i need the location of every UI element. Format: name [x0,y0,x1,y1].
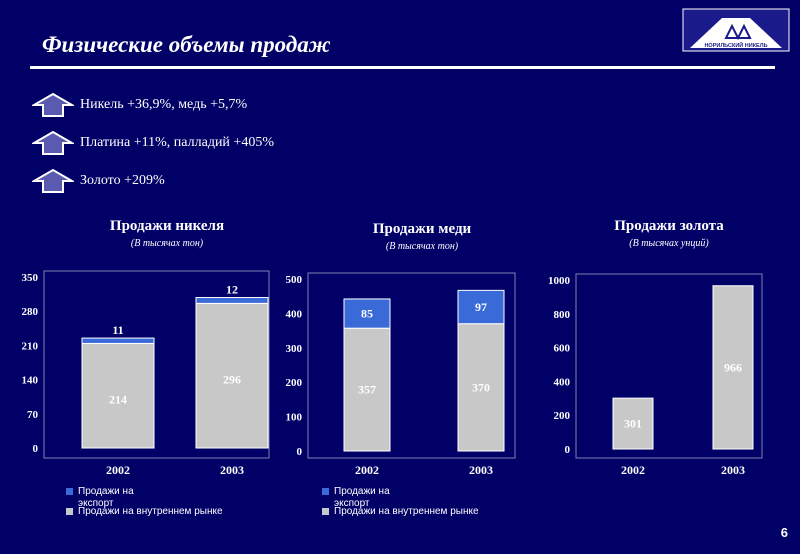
gold-y-tick-label: 200 [554,410,571,422]
gold-y-tick-label: 800 [554,309,571,321]
legend-item-domestic: Продажи на внутреннем рынке [66,506,266,518]
copper-chart-title: Продажи меди [372,221,472,237]
nickel-y-tick-label: 280 [22,306,39,318]
gold-y-tick-label: 600 [554,343,571,355]
nickel-bar-export [195,297,269,304]
copper-bar-domestic [457,323,505,452]
legend-label-export: Продажи на экспорт [78,486,134,509]
gold-y-tick-label: 0 [565,444,571,456]
legend-swatch-export [66,488,73,495]
highlight-text: Золото +209% [80,173,165,188]
nickel-legend: Продажи на экспорт Продажи на внутреннем… [66,486,266,518]
nickel-y-tick-label: 350 [22,272,39,284]
up-arrow-icon [32,92,74,117]
gold-data-label: 301 [624,417,642,431]
up-arrow-icon [32,130,74,155]
copper-y-tick-label: 100 [286,412,303,424]
copper-data-label-export: 97 [475,300,487,314]
nickel-data-label-export: 12 [226,283,238,297]
copper-bar-export [457,289,505,325]
legend-swatch-export [322,488,329,495]
copper-bar-export [343,298,391,329]
nickel-data-label-export: 11 [112,323,123,337]
nickel-data-label-domestic: 296 [223,373,241,387]
highlight-item: Платина +11%, палладий +405% [32,124,274,162]
copper-data-label-domestic: 357 [358,383,376,397]
copper-y-tick-label: 200 [286,377,303,389]
copper-y-tick-label: 0 [297,446,303,458]
page-title: Физические объемы продаж [42,32,331,57]
nickel-x-tick-label: 2003 [220,463,244,477]
legend-label-domestic: Продажи на внутреннем рынке [78,506,223,517]
nickel-y-tick-label: 140 [22,375,39,387]
nickel-bar-domestic [195,302,269,449]
up-arrow-icon [32,168,74,193]
copper-bar-domestic [343,327,391,452]
copper-data-label-export: 85 [361,307,373,321]
gold-y-tick-label: 1000 [548,275,571,287]
nickel-y-tick-label: 210 [22,340,39,352]
nickel-data-label-domestic: 214 [109,393,127,407]
highlight-text: Никель +36,9%, медь +5,7% [80,97,248,112]
gold-plot-frame [575,273,763,459]
legend-label-export: Продажи на экспорт [334,486,390,509]
highlight-text: Платина +11%, палладий +405% [80,135,274,150]
nickel-chart-heading: Продажи никеля (В тысячах тон) [57,218,277,249]
title-divider [30,66,775,69]
copper-y-tick-label: 500 [286,274,303,286]
nickel-chart-subtitle: (В тысячах тон) [130,238,204,249]
nickel-x-tick-label: 2002 [106,463,130,477]
copper-x-tick-label: 2003 [469,463,493,477]
highlight-item: Золото +209% [32,162,274,200]
highlights-list: Никель +36,9%, медь +5,7% Платина +11%, … [32,86,274,200]
copper-x-tick-label: 2002 [355,463,379,477]
gold-x-tick-label: 2002 [621,463,645,477]
company-logo: НОРИЛЬСКИЙ НИКЕЛЬ [682,8,790,52]
legend-item-domestic: Продажи на внутреннем рынке [322,506,522,518]
copper-data-label-domestic: 370 [472,380,490,394]
logo-text: НОРИЛЬСКИЙ НИКЕЛЬ [704,41,767,49]
legend-swatch-domestic [66,508,73,515]
copper-legend: Продажи на экспорт Продажи на внутреннем… [322,486,522,518]
gold-x-tick-label: 2003 [721,463,745,477]
copper-chart-heading: Продажи меди (В тысячах тон) [312,221,532,252]
copper-y-tick-label: 300 [286,343,303,355]
gold-data-label: 966 [724,360,742,374]
nickel-bar-domestic [81,342,155,449]
copper-plot-frame [307,272,516,459]
nickel-bar-export [81,337,155,344]
legend-swatch-domestic [322,508,329,515]
copper-y-tick-label: 400 [286,308,303,320]
nickel-plot-frame [43,270,270,459]
gold-y-tick-label: 400 [554,376,571,388]
gold-chart-subtitle: (В тысячах унций) [629,238,709,249]
legend-item-export: Продажи на экспорт [66,486,266,510]
gold-bar [612,397,654,450]
legend-label-domestic: Продажи на внутреннем рынке [334,506,479,517]
gold-chart-heading: Продажи золота (В тысячах унций) [559,218,779,249]
nickel-chart-title: Продажи никеля [109,218,225,234]
nickel-y-tick-label: 0 [33,443,39,455]
legend-item-export: Продажи на экспорт [322,486,522,510]
page-number: 6 [780,525,788,540]
copper-chart-subtitle: (В тысячах тон) [385,241,459,252]
highlight-item: Никель +36,9%, медь +5,7% [32,86,274,124]
gold-chart-title: Продажи золота [614,218,724,234]
nickel-y-tick-label: 70 [27,409,39,421]
gold-bar [712,285,754,450]
